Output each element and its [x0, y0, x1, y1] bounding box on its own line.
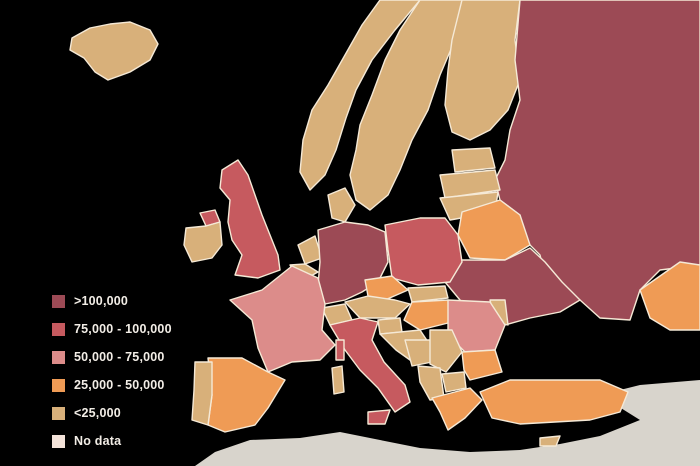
- montenegro-albania: [418, 366, 444, 400]
- denmark: [328, 188, 355, 222]
- legend-label: >100,000: [74, 294, 128, 308]
- hungary: [404, 300, 452, 330]
- legend-item: 50,000 - 75,000: [52, 346, 172, 368]
- slovakia: [408, 286, 448, 302]
- legend-label: 25,000 - 50,000: [74, 378, 165, 392]
- legend-label: 75,000 - 100,000: [74, 322, 172, 336]
- legend-label: <25,000: [74, 406, 121, 420]
- poland: [385, 218, 462, 285]
- legend-label: No data: [74, 434, 121, 448]
- legend-item: No data: [52, 430, 172, 452]
- legend-swatch: [52, 379, 65, 392]
- turkey: [480, 380, 628, 424]
- legend-swatch: [52, 295, 65, 308]
- france: [230, 266, 335, 372]
- map-legend: >100,000 75,000 - 100,000 50,000 - 75,000 2…: [52, 290, 172, 458]
- legend-swatch: [52, 407, 65, 420]
- austria: [345, 296, 410, 318]
- iceland: [70, 22, 158, 80]
- cyprus: [540, 436, 560, 446]
- bosnia: [405, 340, 432, 366]
- legend-item: 75,000 - 100,000: [52, 318, 172, 340]
- finland: [445, 0, 520, 140]
- united-kingdom: [220, 160, 280, 278]
- sicily: [368, 410, 390, 424]
- corsica: [336, 340, 344, 360]
- bulgaria: [462, 350, 502, 380]
- legend-swatch: [52, 435, 65, 448]
- legend-item: <25,000: [52, 402, 172, 424]
- legend-swatch: [52, 323, 65, 336]
- ireland: [184, 222, 222, 262]
- legend-label: 50,000 - 75,000: [74, 350, 165, 364]
- estonia: [452, 148, 495, 172]
- north-macedonia: [442, 372, 466, 392]
- legend-item: >100,000: [52, 290, 172, 312]
- portugal: [192, 362, 212, 425]
- sardinia: [332, 366, 344, 394]
- legend-swatch: [52, 351, 65, 364]
- legend-item: 25,000 - 50,000: [52, 374, 172, 396]
